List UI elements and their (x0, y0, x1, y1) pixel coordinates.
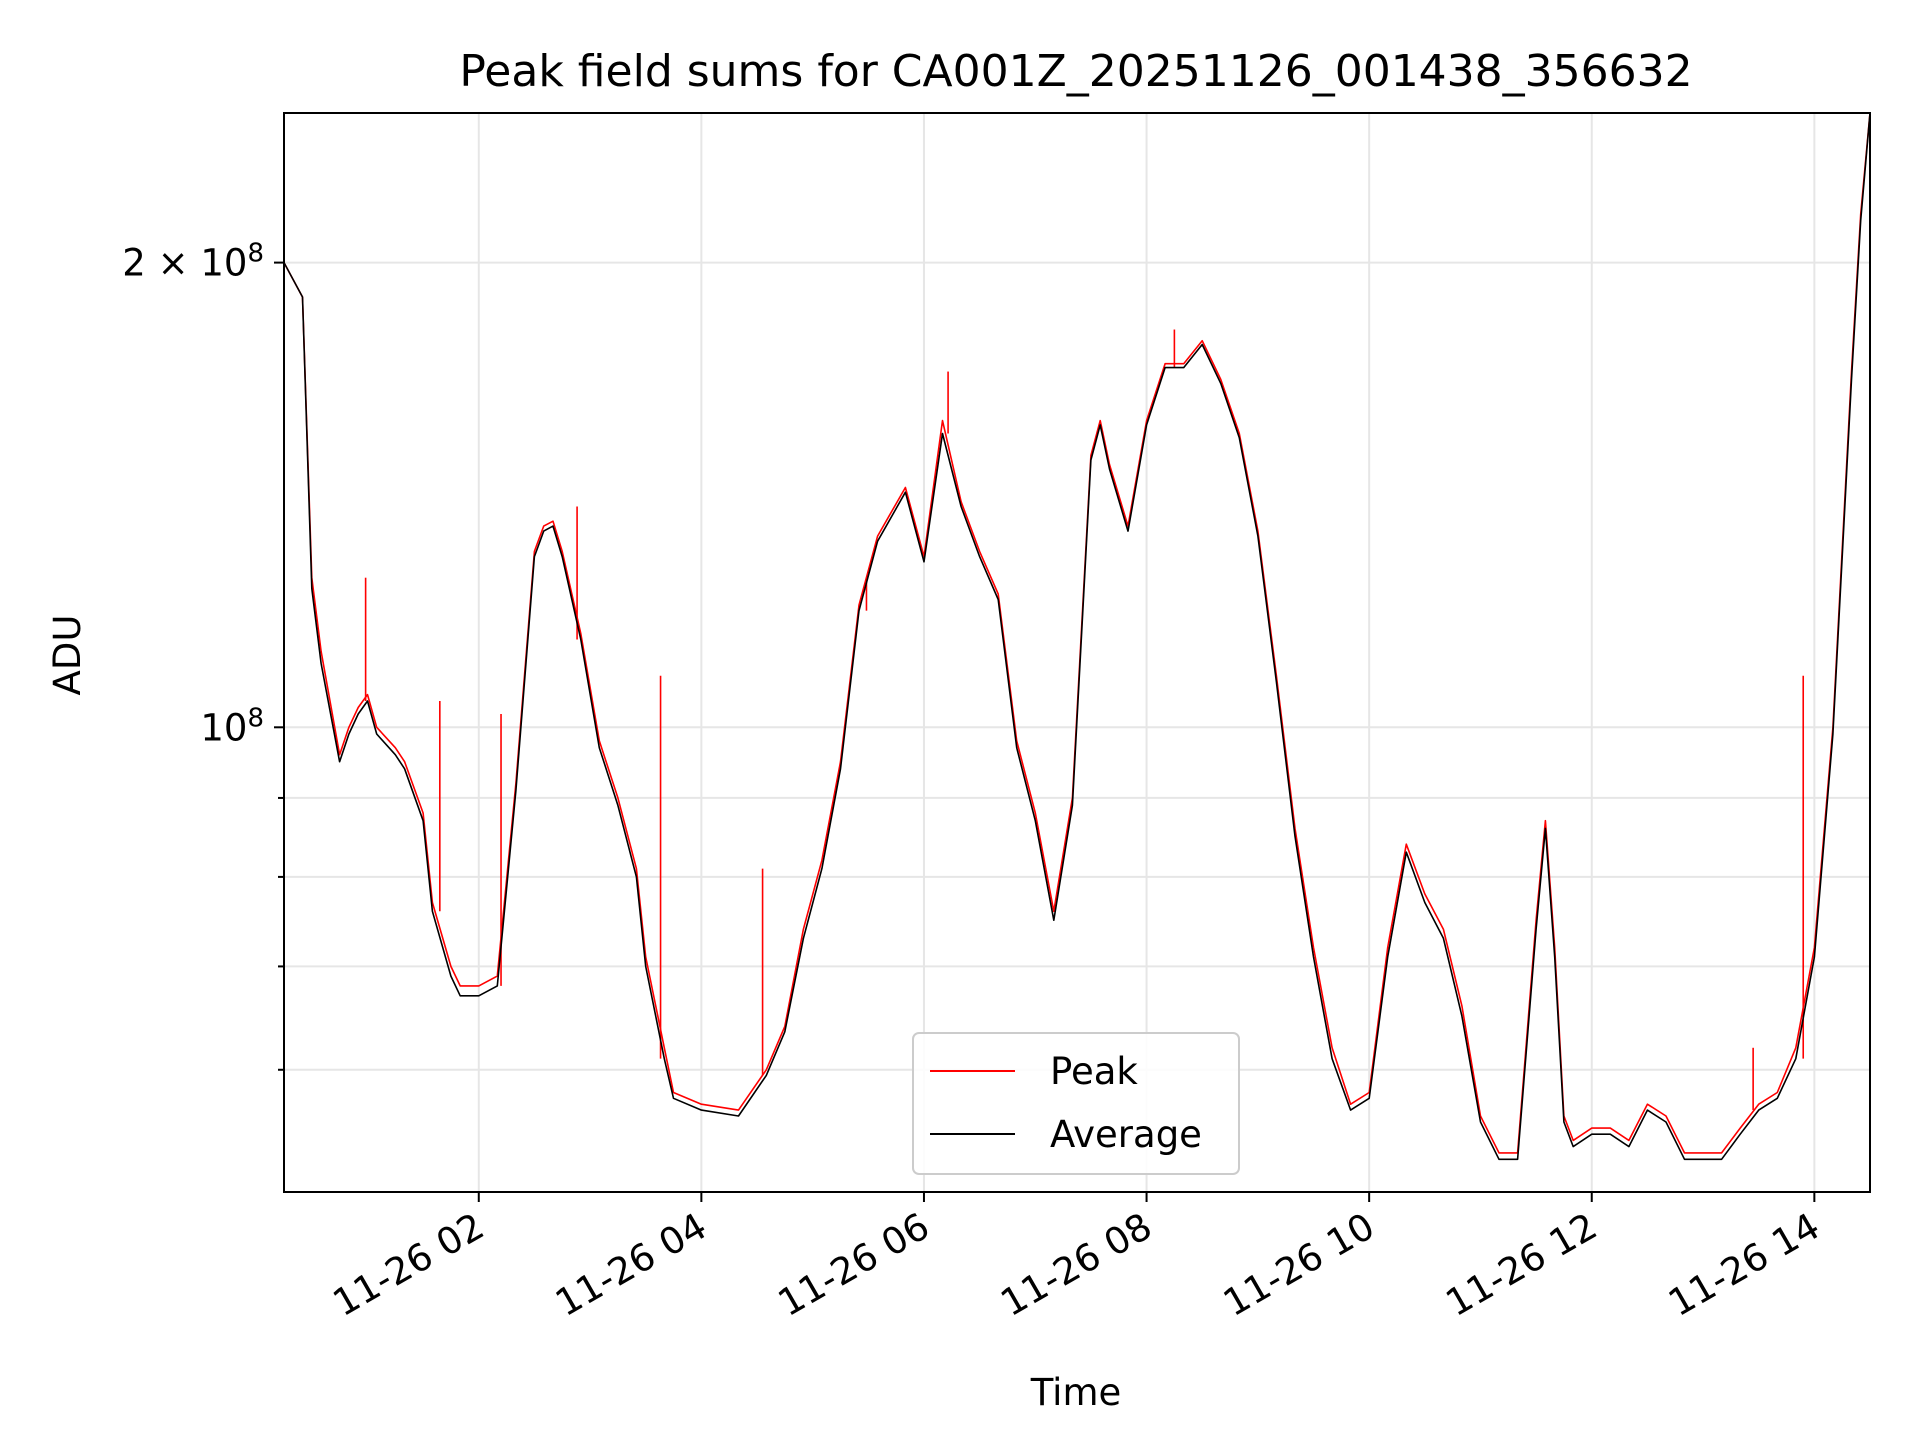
chart-title: Peak field sums for CA001Z_20251126_0014… (459, 46, 1692, 97)
plot-area (284, 113, 1870, 1161)
x-axis-label: Time (1030, 1371, 1122, 1414)
legend-peak-label: Peak (1050, 1050, 1138, 1093)
y-tick-label: 2 × 108 (122, 239, 264, 285)
legend-box (912, 1032, 1240, 1175)
y-tick-label: 108 (200, 703, 264, 749)
series-line-average (284, 113, 1870, 1161)
legend-average-label: Average (1050, 1113, 1202, 1156)
legend: Peak Average (912, 1032, 1240, 1175)
y-axis-ticks: 2 × 108 108 (122, 239, 284, 1071)
y-axis-label: ADU (46, 615, 89, 696)
plot-frame (283, 112, 1871, 1193)
